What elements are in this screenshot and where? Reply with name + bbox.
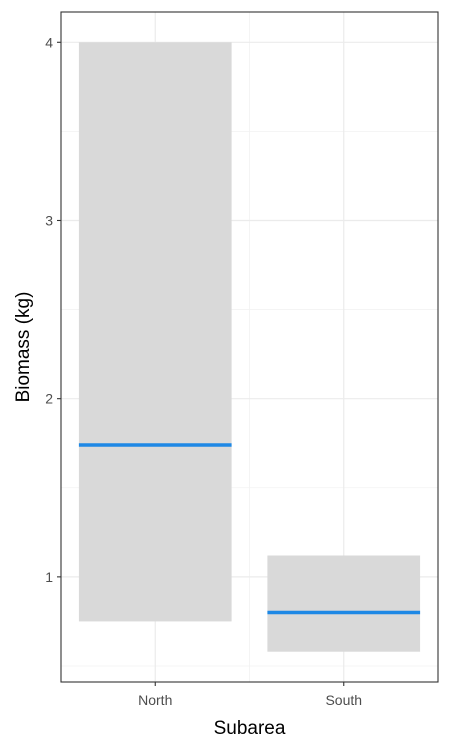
y-tick-label: 3 (45, 212, 53, 228)
y-tick-label: 2 (45, 391, 53, 407)
panel-border (60, 11, 439, 683)
y-tick-label: 4 (45, 34, 53, 50)
y-tick-label: 1 (45, 569, 53, 585)
crossbar-layer (78, 42, 421, 652)
crossbar-box-north (78, 42, 232, 622)
x-tick-label: North (138, 692, 172, 708)
y-axis-title: Biomass (kg) (13, 292, 34, 403)
axis-ticks: 1 2 3 4 North South (45, 34, 362, 708)
x-tick-label: South (325, 692, 362, 708)
crossbar-box-south (267, 555, 421, 652)
x-axis-title: Subarea (214, 718, 286, 739)
